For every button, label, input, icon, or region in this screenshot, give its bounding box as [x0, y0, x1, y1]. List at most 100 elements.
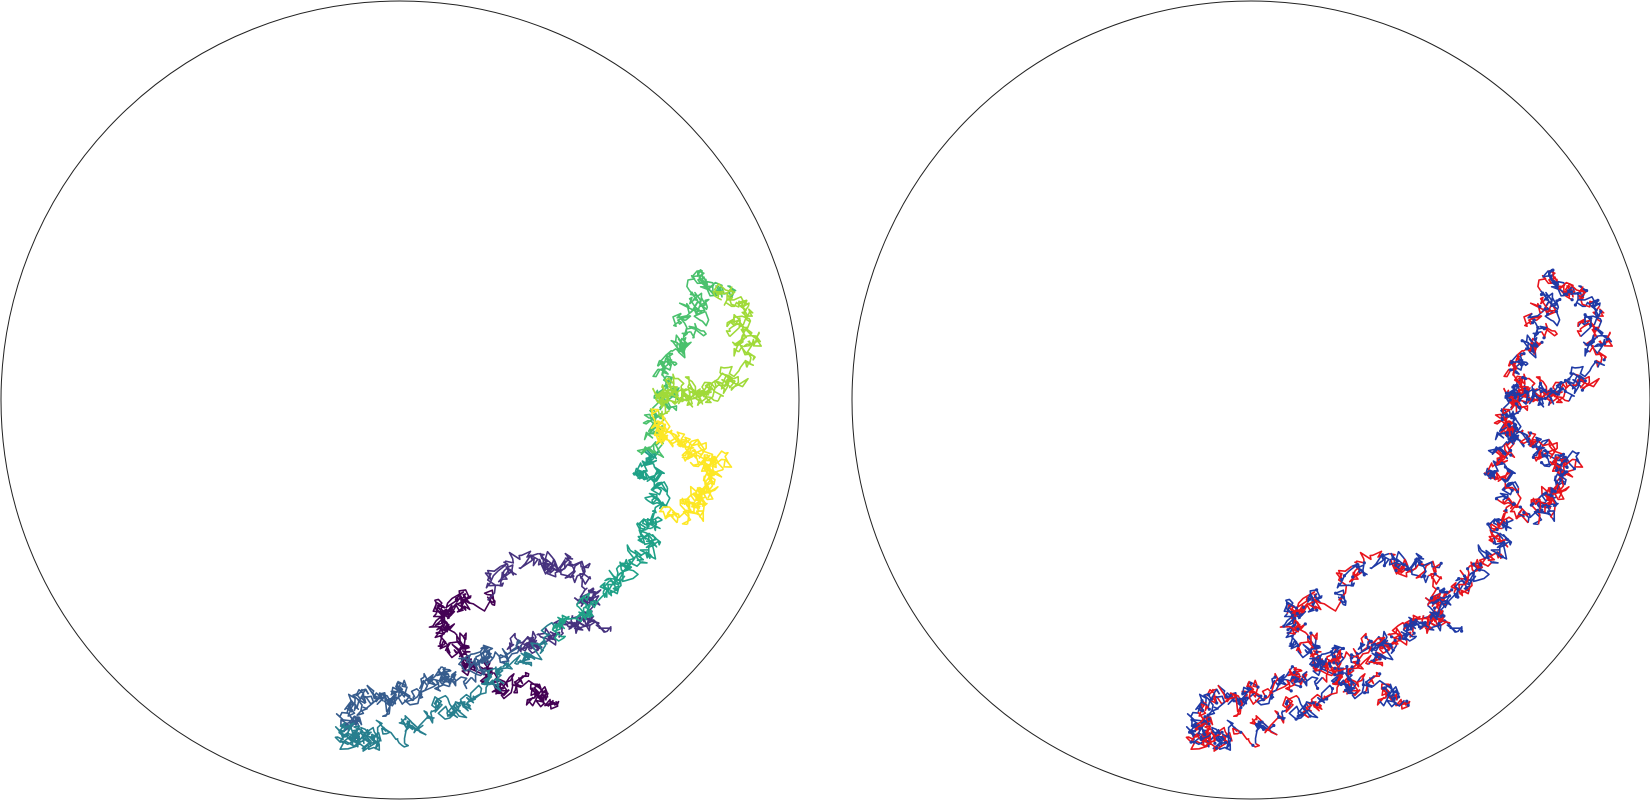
right-walk-node — [1344, 683, 1348, 687]
right-walk-path — [1185, 268, 1613, 752]
right-walk-node — [1563, 459, 1567, 463]
left-walk-segment — [719, 361, 755, 378]
right-walk-node — [1495, 518, 1499, 522]
right-walk-node — [1369, 639, 1373, 644]
right-walk-node — [1537, 447, 1541, 451]
right-walk-node — [1311, 701, 1315, 705]
right-walk-node — [1523, 377, 1528, 381]
right-walk-node — [1436, 586, 1440, 590]
right-walk-node — [1385, 649, 1389, 653]
right-walk-node — [1493, 470, 1497, 474]
left-walk-segment — [726, 286, 748, 308]
left-walk-segment — [378, 686, 401, 705]
right-walk-node — [1494, 497, 1499, 501]
right-walk-node — [1546, 450, 1550, 454]
left-walk-segment — [431, 694, 449, 713]
left-walk-segment — [712, 283, 735, 301]
left-walk-segment — [575, 592, 593, 617]
right-walk-node — [1350, 665, 1354, 669]
right-walk-node — [1542, 327, 1546, 331]
right-walk-node — [1491, 474, 1495, 478]
left-walk-segment — [347, 688, 370, 709]
right-walk-node — [1437, 622, 1441, 626]
left-walk-segment — [643, 448, 661, 465]
right-walk-node — [1356, 658, 1360, 662]
right-walk-segment — [1410, 552, 1425, 578]
right-walk-node — [1273, 675, 1277, 679]
right-walk-node — [1530, 344, 1534, 348]
right-walk-node — [1462, 574, 1467, 578]
right-walk-node — [1413, 622, 1417, 627]
right-walk-node — [1550, 487, 1554, 491]
right-walk-node — [1313, 663, 1317, 667]
right-walk-segment — [1542, 269, 1560, 286]
right-walk-node — [1207, 722, 1211, 726]
right-walk-node — [1285, 601, 1290, 606]
right-walk-node — [1540, 508, 1544, 512]
right-walk-node — [1364, 635, 1368, 640]
right-walk-node — [1503, 465, 1507, 469]
right-walk-node — [1551, 268, 1555, 272]
right-walk-node — [1540, 340, 1544, 344]
right-walk-node — [1190, 718, 1194, 722]
right-walk-node — [1319, 666, 1323, 671]
left-walk-path — [334, 269, 762, 752]
right-walk-node — [1198, 704, 1202, 708]
right-walk-segment — [1509, 388, 1526, 415]
right-walk-node — [1536, 508, 1540, 512]
left-walk-segment — [334, 731, 359, 750]
left-walk-segment — [347, 731, 367, 749]
right-walk-node — [1509, 368, 1513, 372]
right-walk-node — [1511, 412, 1515, 416]
left-walk-segment — [672, 312, 692, 327]
right-walk-node — [1292, 616, 1296, 620]
right-walk-segment — [1198, 731, 1218, 749]
left-walk-segment — [460, 663, 487, 677]
right-walk-node — [1291, 676, 1295, 680]
right-walk-node — [1409, 627, 1413, 631]
right-walk-node — [1554, 480, 1559, 484]
right-walk-node — [1362, 573, 1366, 577]
right-walk-node — [1294, 606, 1298, 610]
right-walk-node — [1559, 381, 1563, 385]
left-walk-segment — [620, 562, 639, 583]
right-walk-node — [1325, 697, 1329, 701]
right-walk-node — [1529, 431, 1533, 435]
right-walk-node — [1232, 699, 1236, 703]
right-walk-node — [1595, 314, 1599, 318]
right-walk-node — [1340, 595, 1344, 599]
right-walk-node — [1538, 305, 1542, 309]
left-walk-segment — [659, 352, 678, 367]
right-walk-node — [1518, 398, 1522, 402]
right-walk-node — [1536, 438, 1540, 442]
right-walk-node — [1423, 574, 1427, 578]
right-walk-segment — [1533, 389, 1557, 408]
right-walk-node — [1315, 608, 1319, 612]
right-walk-segment — [1496, 462, 1516, 484]
right-walk-node — [1486, 556, 1490, 560]
right-walk-node — [1583, 313, 1587, 317]
right-walk-segment — [1334, 589, 1347, 606]
right-walk-node — [1412, 631, 1416, 635]
right-walk-segment — [1269, 676, 1280, 699]
right-walk-node — [1505, 537, 1509, 542]
left-walk-segment — [334, 722, 351, 741]
right-walk-node — [1409, 619, 1413, 623]
right-walk-node — [1417, 625, 1422, 629]
right-walk-node — [1517, 360, 1521, 364]
right-walk-node — [1381, 686, 1385, 690]
left-walk-segment — [672, 382, 697, 400]
left-walk-segment — [659, 430, 684, 448]
left-walk-segment — [681, 509, 705, 526]
left-walk-segment — [394, 680, 411, 705]
right-walk-node — [1466, 567, 1470, 571]
left-walk-segment — [559, 552, 574, 578]
left-walk-segment — [470, 658, 482, 683]
right-walk-node — [1206, 713, 1210, 717]
right-walk-node — [1457, 577, 1461, 581]
right-walk-segment — [1307, 596, 1344, 612]
left-walk-segment — [729, 313, 753, 338]
left-walk-segment — [424, 666, 443, 686]
right-walk-node — [1221, 737, 1225, 741]
right-walk-node — [1355, 565, 1359, 569]
